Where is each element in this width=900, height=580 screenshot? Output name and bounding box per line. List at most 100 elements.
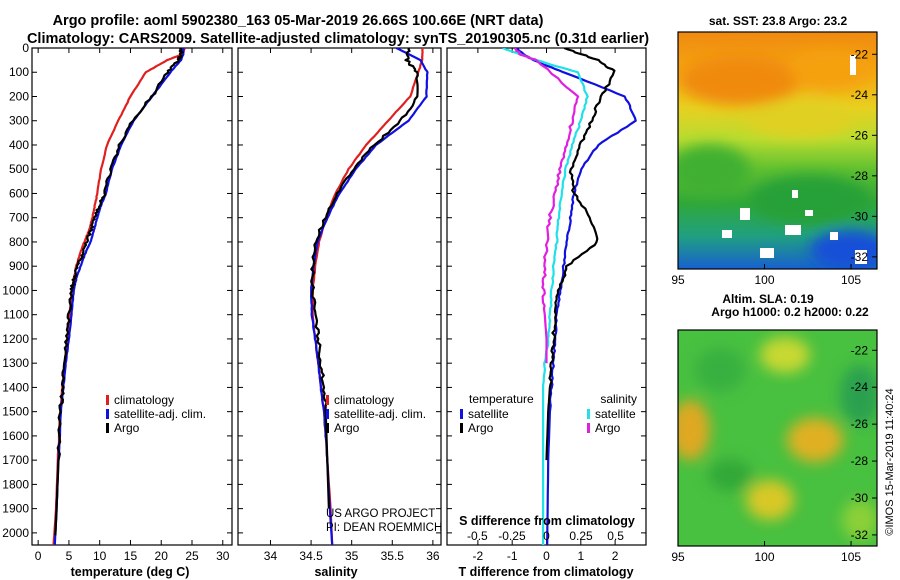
temperature-plot-frame [31, 47, 233, 546]
difference-panel: -2 -1 0 1 2 T difference from climatology S … [446, 47, 647, 579]
sla-eddy [746, 480, 794, 520]
imos-timestamp: ©IMOS 15-Mar-2019 11:40:24 [884, 388, 896, 535]
depth-tick-label: 100 [9, 65, 29, 79]
figure-title-line1: Argo profile: aoml 5902380_163 05-Mar-20… [53, 13, 544, 29]
x-tick-label: 5 [66, 549, 73, 563]
map-y-tick-label: -22 [851, 343, 869, 357]
sst-map-frame [677, 31, 878, 270]
legend-mark-t-satellite [460, 409, 463, 419]
s-difference-axis-ticks: -0.5 -0.25 0 0.25 0.5 [467, 529, 624, 543]
series-line-satellite-adj-clim- [310, 48, 429, 545]
x-tick-label: 25 [185, 549, 199, 563]
sst-field [678, 32, 877, 269]
map-y-tick-label: -30 [851, 209, 869, 223]
legend-label-argo: Argo [114, 421, 140, 435]
depth-tick-label: 1900 [2, 502, 29, 516]
legend-label-climatology: climatology [334, 393, 394, 407]
x-tick-label: 2 [612, 549, 619, 563]
sla-eddy [678, 400, 710, 460]
temperature-legend: climatology satellite-adj. clim. Argo [106, 393, 206, 435]
x-tick-label: 20 [155, 549, 169, 563]
depth-tick-label: 300 [9, 114, 29, 128]
salinity-xlabel: salinity [314, 565, 357, 579]
map-y-tick-label: -28 [851, 169, 869, 183]
sst-patches [678, 50, 877, 269]
sla-eddy [708, 459, 752, 491]
map-y-tick-label: -26 [851, 417, 869, 431]
legend-mark-climatology [106, 395, 109, 405]
x-tick-label: 10 [93, 549, 107, 563]
map-x-tick-label: 95 [671, 550, 685, 564]
s-diff-tick-label: -0.5 [467, 529, 488, 543]
credit-line1: US ARGO PROJECT [326, 508, 435, 520]
depth-tick-label: 1200 [2, 332, 29, 346]
salinity-axis-ticks: 34 34.5 35 35.5 36 [238, 47, 441, 563]
figure-title-line2: Climatology: CARS2009. Satellite-adjuste… [27, 31, 649, 47]
temperature-panel: 0100200300400500600700800900100011001200… [2, 41, 233, 579]
temperature-series [52, 48, 186, 545]
sla-map-ticks: 95 100 105 -22 -24 -26 -28 -30 -32 [671, 343, 877, 564]
depth-tick-label: 500 [9, 162, 29, 176]
x-tick-label: -2 [473, 549, 484, 563]
legend-label-climatology: climatology [114, 393, 174, 407]
legend-mark-climatology [326, 395, 329, 405]
depth-tick-label: 2000 [2, 526, 29, 540]
map-x-tick-label: 95 [671, 273, 685, 287]
sla-map-title-line1: Altim. SLA: 0.19 [722, 292, 814, 306]
x-tick-label: 34 [264, 549, 278, 563]
series-line-argo [54, 48, 184, 536]
sst-green-patch [678, 145, 750, 195]
legend-label-satellite: satellite-adj. clim. [114, 407, 206, 421]
sla-eddies [678, 337, 877, 540]
legend-mark-t-argo [460, 423, 463, 433]
s-diff-tick-label: 0.5 [607, 529, 624, 543]
depth-axis-ticks: 0 100 200 300 400 500 600 700 800 900 1000 1100 1200… [2, 41, 232, 540]
depth-tick-label: 1400 [2, 380, 29, 394]
temperature-axis-ticks: 0 5 10 15 20 25 30 [35, 48, 230, 563]
cloud-gap [850, 55, 856, 75]
legend-mark-satellite [326, 409, 329, 419]
depth-tick-label: 1700 [2, 453, 29, 467]
legend-label-t-satellite: satellite [468, 407, 509, 421]
map-y-tick-label: -24 [851, 380, 869, 394]
sst-warm-patch [680, 55, 800, 105]
sla-eddy [840, 365, 877, 425]
x-tick-label: 35 [345, 549, 359, 563]
depth-tick-label: 1500 [2, 405, 29, 419]
x-tick-label: 0 [35, 549, 42, 563]
cloud-gap [760, 248, 774, 258]
legend-label-satellite: satellite-adj. clim. [334, 407, 426, 421]
salinity-legend: climatology satellite-adj. clim. Argo [326, 393, 426, 435]
map-x-tick-label: 105 [841, 273, 861, 287]
difference-plot-frame [446, 47, 647, 546]
legend-title-temperature: temperature [469, 392, 534, 406]
series-line-s-argo [513, 48, 580, 364]
series-line-s-satellite [502, 48, 589, 545]
depth-tick-label: 200 [9, 89, 29, 103]
sla-eddy [695, 348, 745, 392]
map-x-tick-label: 100 [755, 550, 775, 564]
sla-map-title-line2: Argo h1000: 0.2 h2000: 0.22 [711, 305, 869, 319]
cloud-gap [855, 250, 867, 264]
credit-line2: PI: DEAN ROEMMICH [326, 522, 442, 534]
depth-tick-label: 900 [9, 259, 29, 273]
x-tick-label: -1 [507, 549, 518, 563]
sla-map-panel: Altim. SLA: 0.19 Argo h1000: 0.2 h2000: … [671, 292, 878, 564]
cloud-gap [805, 210, 813, 216]
difference-series [502, 48, 637, 545]
temperature-xlabel: temperature (deg C) [71, 565, 190, 579]
cloud-gap [792, 190, 798, 198]
map-y-tick-label: -32 [851, 250, 869, 264]
depth-tick-label: 0 [22, 41, 29, 55]
sla-eddy [760, 337, 810, 373]
legend-label-s-argo: Argo [595, 421, 621, 435]
x-tick-label: 35.5 [381, 549, 405, 563]
salinity-series [310, 48, 429, 545]
cloud-gap [785, 225, 801, 235]
cloud-gap [830, 232, 838, 240]
x-tick-label: 34.5 [299, 549, 323, 563]
depth-tick-label: 1800 [2, 477, 29, 491]
depth-tick-label: 600 [9, 186, 29, 200]
depth-tick-label: 700 [9, 211, 29, 225]
sst-green-patch [750, 175, 870, 225]
